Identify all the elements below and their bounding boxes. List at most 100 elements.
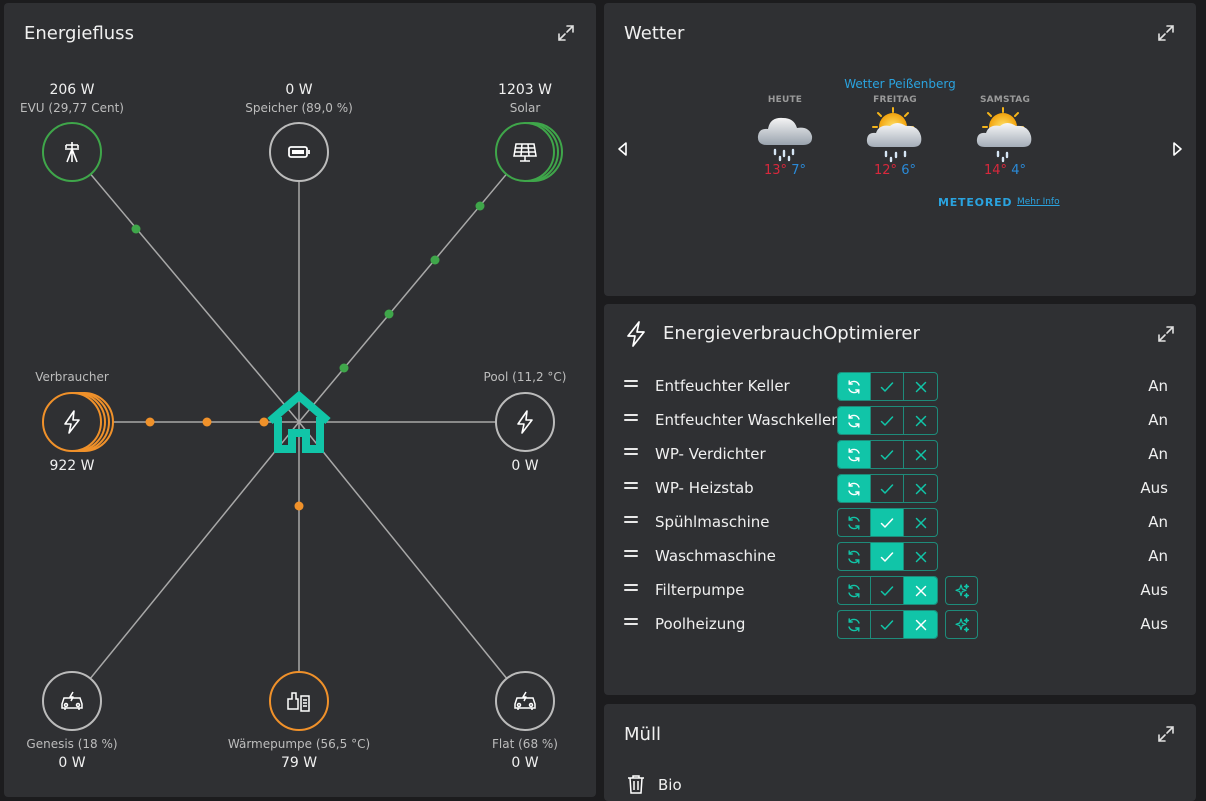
storage-node[interactable] <box>269 122 329 182</box>
consumer-node[interactable] <box>42 392 102 452</box>
chevron-right-icon[interactable] <box>1170 141 1184 157</box>
weather-more-link[interactable]: Mehr Info <box>1017 197 1060 207</box>
mode-off-button[interactable] <box>904 407 937 434</box>
device-row: WP- Verdichter An <box>604 438 1196 472</box>
heatpump-node[interactable] <box>269 671 329 731</box>
mode-auto-button[interactable] <box>838 475 871 502</box>
close-icon <box>915 619 926 630</box>
check-icon <box>880 517 894 528</box>
drag-handle-icon[interactable] <box>624 414 638 426</box>
evu-node[interactable] <box>42 122 102 182</box>
lightning-icon <box>627 321 645 347</box>
mode-auto-button[interactable] <box>838 577 871 604</box>
solar-node[interactable] <box>495 122 555 182</box>
battery-icon <box>288 146 310 158</box>
device-row: Entfeuchter Keller An <box>604 370 1196 404</box>
energy-flow-title: Energiefluss <box>24 23 134 44</box>
mode-off-button[interactable] <box>904 373 937 400</box>
device-state: Aus <box>1140 479 1168 497</box>
smart-mode-button[interactable] <box>945 576 978 605</box>
mode-selector <box>837 542 938 571</box>
drag-handle-icon[interactable] <box>624 618 638 630</box>
mode-auto-button[interactable] <box>838 509 871 536</box>
mode-on-button[interactable] <box>871 373 904 400</box>
drag-handle-icon[interactable] <box>624 448 638 460</box>
drag-handle-icon[interactable] <box>624 584 638 596</box>
check-icon <box>880 551 894 562</box>
drag-handle-icon[interactable] <box>624 550 638 562</box>
weather-location[interactable]: Wetter Peißenberg <box>844 77 956 91</box>
weather-title: Wetter <box>624 23 685 44</box>
flow-lines <box>71 151 526 702</box>
expand-icon[interactable] <box>556 23 576 43</box>
mode-on-button[interactable] <box>871 475 904 502</box>
mode-off-button[interactable] <box>904 543 937 570</box>
mode-on-button[interactable] <box>871 509 904 536</box>
mode-selector <box>837 406 938 435</box>
device-name: WP- Verdichter <box>655 445 766 463</box>
consumer-label: Verbraucher <box>35 370 109 384</box>
flow-line-evu <box>71 151 300 423</box>
weather-min-temp: 6° <box>901 163 916 178</box>
mode-auto-button[interactable] <box>838 407 871 434</box>
flow-dot-solar <box>475 201 485 211</box>
mode-auto-button[interactable] <box>838 441 871 468</box>
consumer-value: 922 W <box>49 458 95 474</box>
close-icon <box>915 381 926 392</box>
auto-sync-icon <box>848 583 860 598</box>
flat-label: Flat (68 %) <box>492 737 558 751</box>
close-icon <box>915 449 926 460</box>
mode-auto-button[interactable] <box>838 611 871 638</box>
storage-label: Speicher (89,0 %) <box>245 101 353 115</box>
mode-off-button[interactable] <box>904 509 937 536</box>
mode-off-button[interactable] <box>904 441 937 468</box>
mode-selector <box>837 610 938 639</box>
drag-handle-icon[interactable] <box>624 380 638 392</box>
pool-label: Pool (11,2 °C) <box>483 370 567 384</box>
smart-mode-button[interactable] <box>945 610 978 639</box>
flat-value: 0 W <box>511 755 539 771</box>
mode-auto-button[interactable] <box>838 373 871 400</box>
drag-handle-icon[interactable] <box>624 482 638 494</box>
mode-auto-button[interactable] <box>838 543 871 570</box>
device-row: Spühlmaschine An <box>604 506 1196 540</box>
drag-handle-icon[interactable] <box>624 516 638 528</box>
mode-off-button[interactable] <box>904 475 937 502</box>
weather-max-temp: 14° <box>984 163 1008 178</box>
check-icon <box>880 619 894 630</box>
solar-label: Solar <box>509 101 541 115</box>
weather-day-name: SAMSTAG <box>979 95 1031 105</box>
mode-off-button[interactable] <box>904 611 937 638</box>
chevron-left-icon[interactable] <box>616 141 630 157</box>
weather-max-temp: 13° <box>764 163 788 178</box>
optimizer-title: EnergieverbrauchOptimierer <box>663 323 920 344</box>
mode-selector <box>837 440 938 469</box>
mode-on-button[interactable] <box>871 577 904 604</box>
device-name: Entfeuchter Waschkeller <box>655 411 838 429</box>
flow-dot-consumer <box>145 417 155 427</box>
expand-icon[interactable] <box>1156 23 1176 43</box>
genesis-node[interactable] <box>42 671 102 731</box>
expand-icon[interactable] <box>1156 324 1176 344</box>
evu-value: 206 W <box>49 82 95 98</box>
mode-on-button[interactable] <box>871 611 904 638</box>
flat-node[interactable] <box>495 671 555 731</box>
mode-on-button[interactable] <box>871 543 904 570</box>
mode-on-button[interactable] <box>871 441 904 468</box>
expand-icon[interactable] <box>1156 724 1176 744</box>
lightning-icon <box>64 410 80 434</box>
mode-on-button[interactable] <box>871 407 904 434</box>
mode-off-button[interactable] <box>904 577 937 604</box>
mode-selector <box>837 372 938 401</box>
device-name: Poolheizung <box>655 615 746 633</box>
weather-day: FREITAG 12° 6° <box>850 95 940 178</box>
device-row: Entfeuchter Waschkeller An <box>604 404 1196 438</box>
flow-line-flat <box>298 421 526 702</box>
cloud-rain-icon <box>757 117 813 162</box>
pool-value: 0 W <box>511 458 539 474</box>
auto-sync-icon <box>848 379 860 394</box>
pool-node[interactable] <box>495 392 555 452</box>
sparkle-icon <box>954 583 969 598</box>
genesis-label: Genesis (18 %) <box>26 737 118 751</box>
check-icon <box>880 415 894 426</box>
